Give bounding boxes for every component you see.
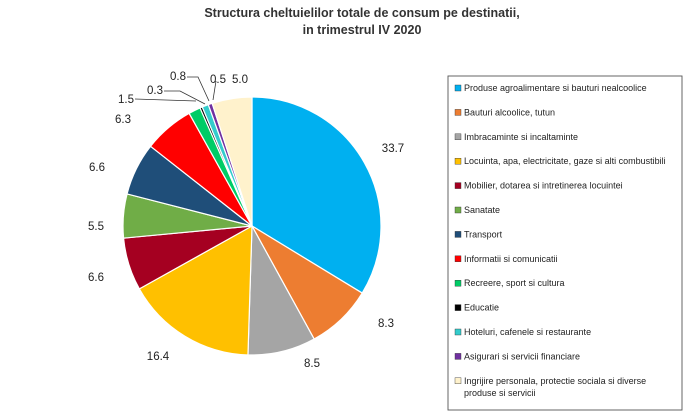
slice-label-imbracaminte-si-incaltaminte: 8.5 bbox=[304, 358, 320, 370]
legend-label-hoteluri-cafenele-si-restaurante: Hoteluri, cafenele si restaurante bbox=[464, 327, 591, 337]
leader-line-hoteluri-cafenele-si-restaurante bbox=[187, 76, 210, 102]
chart-title-line-2: in trimestrul IV 2020 bbox=[303, 23, 422, 37]
legend-swatch-educatie bbox=[454, 304, 462, 311]
legend-swatch-hoteluri-cafenele-si-restaurante bbox=[454, 328, 462, 336]
slice-label-mobilier-dotarea-si-intretinerea-locuintei: 6.6 bbox=[88, 272, 104, 284]
legend-label-asigurari-si-servicii-financiare: Asigurari si servicii financiare bbox=[464, 351, 580, 361]
legend-box bbox=[447, 75, 683, 411]
legend-swatch-asigurari-si-servicii-financiare bbox=[454, 353, 462, 360]
slice-labels: 33.7 8.3 8.5 16.4 6.6 5.5 6.6 6.3 1.5 0.3 0.8 0.5 5.… bbox=[88, 71, 404, 370]
slice-ingrijire-personala-protectie-sociala-si-diverse-produse-si-servicii bbox=[211, 96, 253, 227]
leader-line-asigurari-si-servicii-financiare bbox=[212, 80, 217, 101]
legend-swatch-informatii-si-comunicatii bbox=[454, 255, 462, 263]
slice-label-recreere-sport-si-cultura: 1.5 bbox=[118, 94, 134, 106]
legend-label-produse-agroalimentare-si-bauturi-nealcoolice: Produse agroalimentare si bauturi nealco… bbox=[464, 83, 647, 93]
slice-label-educatie: 0.3 bbox=[147, 85, 163, 97]
leader-line-recreere-sport-si-cultura bbox=[134, 98, 197, 102]
legend-swatch-bauturi-alcoolice-tutun bbox=[454, 109, 462, 116]
legend-swatch-ingrijire-personala-protectie-sociala-si-diverse-produse-si-servicii bbox=[454, 377, 462, 384]
legend-label-sanatate: Sanatate bbox=[464, 205, 500, 215]
slice-label-sanatate: 5.5 bbox=[88, 221, 104, 233]
slice-label-informatii-si-comunicatii: 6.3 bbox=[115, 114, 131, 126]
legend-swatch-sanatate bbox=[454, 206, 462, 214]
leader-line-educatie bbox=[164, 90, 206, 105]
legend-label-ingrijire-personala-protectie-sociala-si-diverse-produse-si-servicii: Ingrijire personala, protectie sociala s… bbox=[464, 376, 646, 398]
slice-label-produse-agroalimentare-si-bauturi-nealcoolice: 33.7 bbox=[382, 143, 404, 155]
legend-swatch-produse-agroalimentare-si-bauturi-nealcoolice bbox=[454, 84, 462, 92]
pie-slices bbox=[122, 96, 382, 356]
legend-swatch-transport bbox=[454, 231, 462, 238]
legend-label-recreere-sport-si-cultura: Recreere, sport si cultura bbox=[464, 278, 565, 288]
legend-label-educatie: Educatie bbox=[464, 303, 499, 313]
legend-label-locuinta-apa-electricitate-gaze-si-alti-combustibili: Locuinta, apa, electricitate, gaze si al… bbox=[464, 156, 666, 166]
legend-swatch-mobilier-dotarea-si-intretinerea-locuintei bbox=[454, 182, 462, 189]
legend-swatch-imbracaminte-si-incaltaminte bbox=[454, 133, 462, 141]
legend-label-transport: Transport bbox=[464, 229, 503, 239]
slice-label-ingrijire-personala-protectie-sociala-si-diverse-produse-si-servicii: 5.0 bbox=[232, 74, 248, 86]
legend-label-bauturi-alcoolice-tutun: Bauturi alcoolice, tutun bbox=[464, 107, 555, 117]
slice-label-locuinta-apa-electricitate-gaze-si-alti-combustibili: 16.4 bbox=[147, 351, 170, 363]
slice-label-bauturi-alcoolice-tutun: 8.3 bbox=[378, 318, 394, 330]
legend-swatch-locuinta-apa-electricitate-gaze-si-alti-combustibili bbox=[454, 157, 462, 165]
legend: Produse agroalimentare si bauturi nealco… bbox=[447, 75, 683, 411]
slice-produse-agroalimentare-si-bauturi-nealcoolice bbox=[251, 96, 382, 294]
slice-label-hoteluri-cafenele-si-restaurante: 0.8 bbox=[170, 71, 186, 83]
legend-label-informatii-si-comunicatii: Informatii si comunicatii bbox=[464, 254, 558, 264]
slice-label-transport: 6.6 bbox=[89, 162, 105, 174]
slice-locuinta-apa-electricitate-gaze-si-alti-combustibili bbox=[138, 224, 253, 356]
slice-label-asigurari-si-servicii-financiare: 0.5 bbox=[210, 74, 226, 86]
legend-label-imbracaminte-si-incaltaminte: Imbracaminte si incaltaminte bbox=[464, 132, 578, 142]
legend-swatch-recreere-sport-si-cultura bbox=[454, 280, 462, 287]
chart-title-line-1: Structura cheltuielilor totale de consum… bbox=[204, 6, 519, 20]
legend-label-mobilier-dotarea-si-intretinerea-locuintei: Mobilier, dotarea si intretinerea locuin… bbox=[464, 181, 623, 191]
